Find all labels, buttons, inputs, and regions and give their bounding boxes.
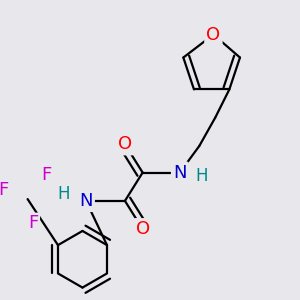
Text: H: H	[196, 167, 208, 185]
Text: N: N	[79, 192, 93, 210]
Text: N: N	[173, 164, 187, 181]
Text: F: F	[28, 214, 38, 232]
Text: O: O	[206, 26, 220, 44]
Text: F: F	[0, 181, 8, 199]
Text: O: O	[118, 135, 132, 153]
Text: F: F	[41, 166, 52, 184]
Text: O: O	[136, 220, 150, 238]
Text: H: H	[58, 185, 70, 203]
